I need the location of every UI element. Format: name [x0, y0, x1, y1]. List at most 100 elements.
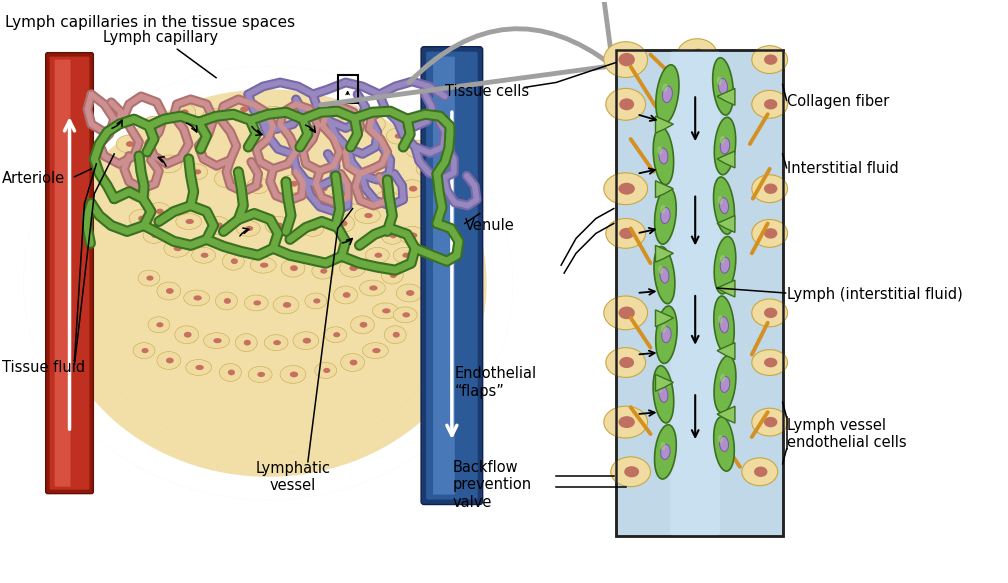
- Ellipse shape: [660, 444, 670, 459]
- Ellipse shape: [720, 374, 725, 382]
- Ellipse shape: [333, 332, 341, 338]
- Text: Lymph (interstitial fluid): Lymph (interstitial fluid): [786, 287, 963, 303]
- Polygon shape: [655, 116, 673, 133]
- Text: Lymph capillary: Lymph capillary: [104, 30, 219, 78]
- Ellipse shape: [721, 138, 730, 154]
- Ellipse shape: [341, 353, 365, 371]
- Ellipse shape: [157, 352, 180, 370]
- Ellipse shape: [393, 247, 417, 263]
- Ellipse shape: [619, 307, 635, 319]
- Ellipse shape: [409, 186, 417, 192]
- Ellipse shape: [148, 317, 169, 333]
- Ellipse shape: [660, 208, 670, 223]
- Polygon shape: [655, 310, 673, 326]
- Ellipse shape: [714, 417, 734, 471]
- Ellipse shape: [281, 259, 304, 277]
- Ellipse shape: [208, 216, 230, 234]
- Ellipse shape: [236, 333, 257, 352]
- Ellipse shape: [331, 215, 355, 233]
- Ellipse shape: [256, 183, 263, 188]
- Ellipse shape: [261, 106, 285, 122]
- Polygon shape: [655, 245, 673, 262]
- Ellipse shape: [314, 363, 337, 378]
- Ellipse shape: [211, 114, 218, 119]
- Text: Tissue cells: Tissue cells: [445, 84, 529, 99]
- FancyBboxPatch shape: [670, 51, 720, 535]
- Ellipse shape: [204, 333, 230, 349]
- Ellipse shape: [677, 61, 713, 89]
- Ellipse shape: [604, 296, 647, 330]
- Ellipse shape: [754, 466, 767, 477]
- Ellipse shape: [244, 340, 251, 346]
- Ellipse shape: [654, 187, 676, 244]
- Ellipse shape: [143, 227, 165, 243]
- Ellipse shape: [715, 237, 736, 294]
- Ellipse shape: [173, 245, 182, 251]
- FancyBboxPatch shape: [54, 59, 71, 487]
- Ellipse shape: [156, 322, 163, 327]
- Ellipse shape: [414, 146, 422, 152]
- Ellipse shape: [611, 457, 650, 487]
- Ellipse shape: [390, 233, 397, 238]
- Ellipse shape: [216, 223, 223, 229]
- Ellipse shape: [273, 296, 299, 314]
- Ellipse shape: [384, 326, 406, 343]
- Ellipse shape: [313, 298, 321, 304]
- Ellipse shape: [141, 152, 149, 156]
- Ellipse shape: [660, 205, 665, 214]
- Ellipse shape: [369, 121, 378, 127]
- Ellipse shape: [195, 169, 202, 174]
- Ellipse shape: [224, 176, 231, 182]
- Ellipse shape: [713, 58, 734, 115]
- Ellipse shape: [151, 122, 158, 127]
- Ellipse shape: [654, 425, 676, 479]
- Ellipse shape: [49, 89, 487, 477]
- Polygon shape: [655, 374, 673, 391]
- Ellipse shape: [185, 164, 208, 180]
- Ellipse shape: [382, 308, 390, 314]
- Ellipse shape: [283, 302, 291, 308]
- Ellipse shape: [619, 416, 635, 428]
- Ellipse shape: [151, 233, 158, 238]
- Ellipse shape: [228, 370, 235, 375]
- Ellipse shape: [180, 110, 188, 115]
- Ellipse shape: [351, 316, 374, 333]
- Bar: [616, 50, 782, 536]
- Ellipse shape: [194, 296, 202, 301]
- Ellipse shape: [715, 117, 736, 175]
- Ellipse shape: [171, 103, 196, 121]
- Ellipse shape: [355, 208, 380, 223]
- FancyBboxPatch shape: [45, 52, 94, 494]
- Ellipse shape: [324, 368, 331, 373]
- Ellipse shape: [375, 252, 382, 258]
- Ellipse shape: [289, 181, 298, 187]
- Ellipse shape: [174, 326, 199, 343]
- Ellipse shape: [223, 252, 244, 270]
- Ellipse shape: [742, 458, 777, 486]
- Ellipse shape: [606, 219, 645, 248]
- Ellipse shape: [360, 280, 385, 296]
- Ellipse shape: [129, 209, 153, 227]
- Ellipse shape: [752, 299, 787, 326]
- Ellipse shape: [196, 365, 204, 370]
- Ellipse shape: [231, 100, 256, 118]
- Ellipse shape: [293, 332, 319, 350]
- Ellipse shape: [660, 442, 665, 450]
- FancyArrowPatch shape: [321, 0, 613, 105]
- Ellipse shape: [231, 258, 238, 264]
- Text: Lymph vessel
endothelial cells: Lymph vessel endothelial cells: [786, 418, 906, 450]
- Ellipse shape: [133, 343, 155, 359]
- Ellipse shape: [126, 141, 134, 147]
- Ellipse shape: [166, 357, 173, 363]
- Ellipse shape: [340, 259, 366, 277]
- Ellipse shape: [372, 348, 381, 353]
- Ellipse shape: [619, 357, 634, 368]
- Ellipse shape: [290, 265, 297, 271]
- Ellipse shape: [325, 326, 347, 343]
- Ellipse shape: [343, 292, 351, 298]
- Ellipse shape: [720, 317, 729, 333]
- Ellipse shape: [659, 387, 668, 402]
- Ellipse shape: [606, 89, 645, 120]
- Ellipse shape: [764, 99, 777, 110]
- Ellipse shape: [604, 173, 647, 205]
